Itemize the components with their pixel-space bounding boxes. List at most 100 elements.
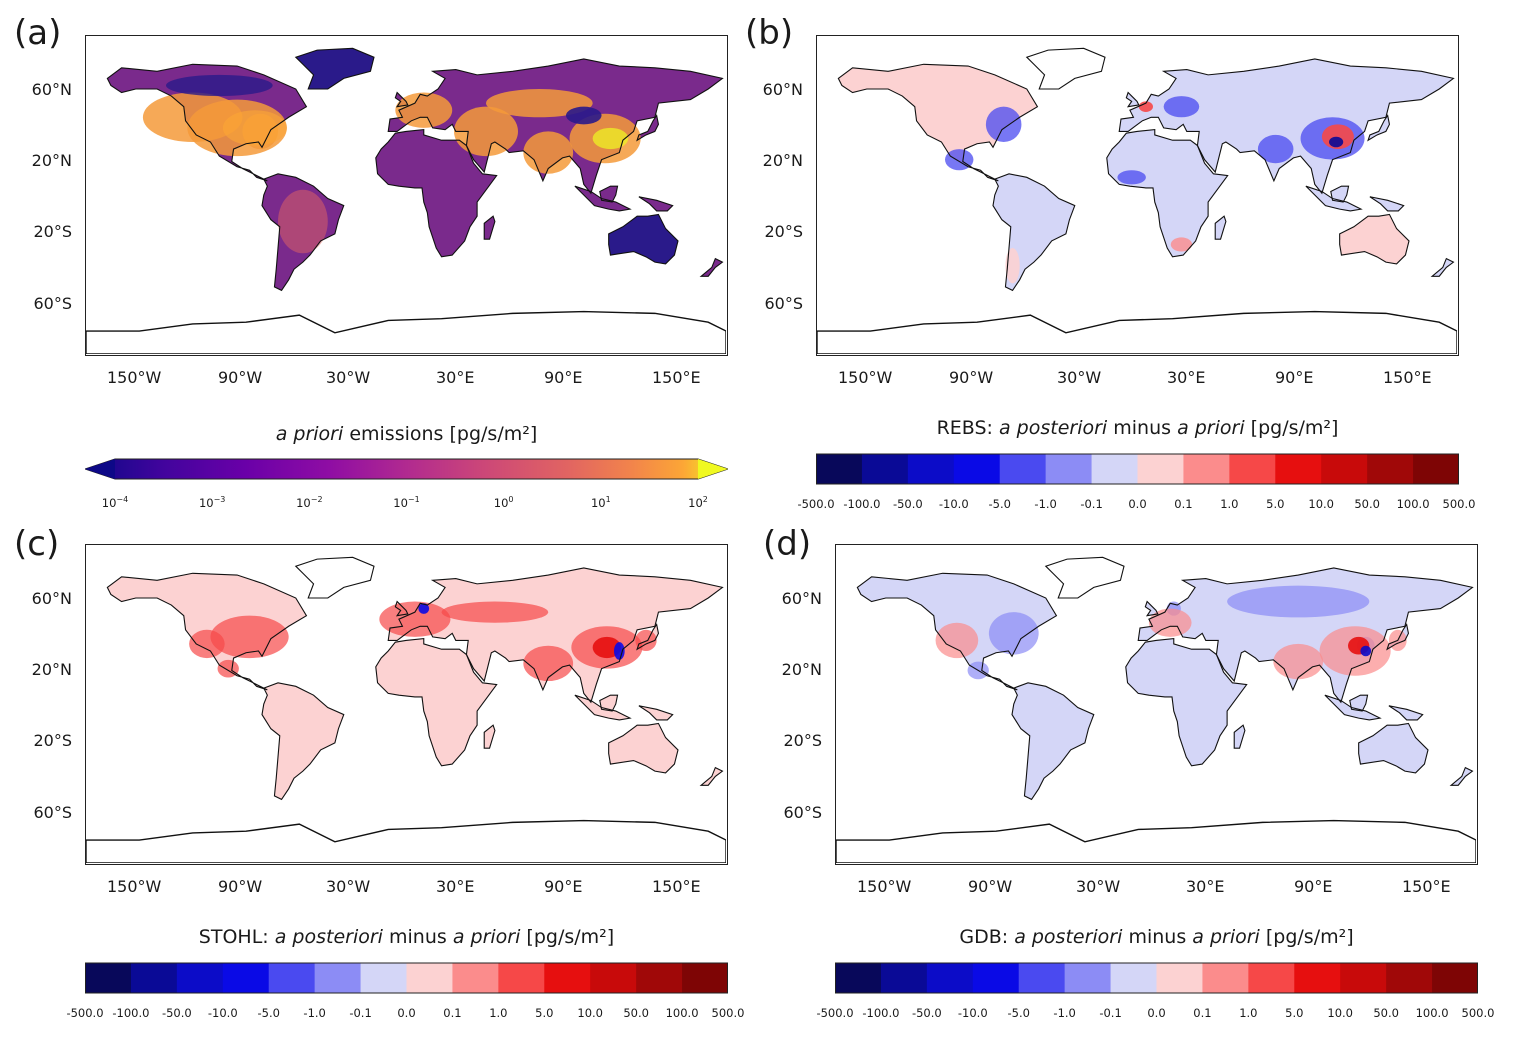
land-greenland xyxy=(1045,557,1124,598)
lon-tick: 30°W xyxy=(326,368,371,387)
title-italic: a priori xyxy=(1192,926,1260,948)
emission-hotspot xyxy=(222,110,287,146)
coastline-southAmerica xyxy=(261,682,345,801)
title-italic: a posteriori xyxy=(998,417,1108,439)
log-colorbar xyxy=(85,458,728,480)
title-mid: minus xyxy=(382,926,453,948)
log-tick-label: 102 xyxy=(688,495,708,510)
title-mid: minus xyxy=(1107,417,1178,439)
world-map xyxy=(836,556,1476,863)
coastline-greenland xyxy=(1025,47,1106,90)
land-indonesia xyxy=(574,695,630,720)
colorbar-segment xyxy=(907,454,955,484)
coastline-indonesia xyxy=(1305,185,1363,212)
coastline-northAmerica xyxy=(106,572,308,691)
land-australia xyxy=(608,723,678,773)
title-italic: a priori xyxy=(275,423,344,445)
lat-tick: 20°N xyxy=(31,151,72,170)
land-southAmerica xyxy=(262,682,344,800)
coastline-southAmerica xyxy=(1011,682,1095,801)
coastline-australia xyxy=(1339,213,1410,265)
lon-tick: 90°W xyxy=(218,368,263,387)
colorbar-frame xyxy=(816,453,1459,485)
panel-label: (a) xyxy=(14,13,62,53)
colorbar-segment xyxy=(1275,454,1322,484)
coastline-southAmerica xyxy=(992,173,1076,292)
colorbar-tick-label: -10.0 xyxy=(938,497,969,511)
emission-hotspot xyxy=(935,622,979,659)
colorbar-tick-label: 1.0 xyxy=(1220,497,1239,511)
colorbar-tick-label: -0.1 xyxy=(1080,497,1103,511)
emission-hotspot xyxy=(566,106,602,125)
colorbar-frame xyxy=(835,962,1478,994)
colorbar-segment xyxy=(544,963,591,993)
emission-hotspot xyxy=(278,189,328,254)
lat-tick: 20°S xyxy=(783,731,822,750)
lat-tick: 60°N xyxy=(31,80,72,99)
land-madagascar xyxy=(1215,216,1226,240)
coastline-newZealand xyxy=(1449,766,1474,786)
colorbar-segment xyxy=(972,963,1020,993)
lon-tick: 90°E xyxy=(544,877,583,896)
colorbar-segment xyxy=(85,963,132,993)
lat-tick: 60°S xyxy=(33,294,72,313)
land-uk xyxy=(1145,601,1158,616)
land-australia xyxy=(608,214,678,264)
lon-tick: 90°W xyxy=(949,368,994,387)
land-madagascar xyxy=(1234,725,1245,749)
emission-hotspot xyxy=(1170,237,1193,252)
coastline-greenland xyxy=(1044,556,1125,599)
emission-hotspot xyxy=(635,629,657,651)
colorbar-segment xyxy=(1367,454,1414,484)
coastline-newGuinea xyxy=(638,705,674,721)
land-africa xyxy=(1106,129,1228,257)
world-map xyxy=(86,556,726,863)
world-map xyxy=(86,47,726,354)
diverging-colorbar xyxy=(85,962,728,994)
coastline-northAmerica xyxy=(856,572,1058,691)
land-greenland xyxy=(295,557,374,598)
lat-tick: 60°S xyxy=(33,803,72,822)
coastline-japan xyxy=(636,623,660,651)
lat-tick: 60°S xyxy=(764,294,803,313)
colorbar-title: REBS: a posteriori minus a priori [pg/s/… xyxy=(816,417,1459,439)
colorbar-segment xyxy=(498,963,545,993)
land-newGuinea xyxy=(1388,705,1423,720)
colorbar-segment xyxy=(1091,454,1138,484)
lon-tick: 30°E xyxy=(436,877,475,896)
colorbar-segment xyxy=(861,454,909,484)
emission-hotspot xyxy=(486,89,593,118)
coastline-indonesia xyxy=(1324,694,1382,721)
coastline-northAmerica xyxy=(837,63,1039,182)
lon-tick: 90°E xyxy=(544,368,583,387)
lon-tick: 90°E xyxy=(1294,877,1333,896)
coastline-newGuinea xyxy=(1388,705,1424,721)
coastline-northAmerica xyxy=(106,63,308,182)
coastline-uk xyxy=(394,600,409,617)
land-eurasia xyxy=(1119,58,1454,194)
land-madagascar xyxy=(484,725,495,749)
lon-tick: 150°W xyxy=(107,877,162,896)
colorbar-segment xyxy=(1137,454,1184,484)
land-southAmerica xyxy=(1012,682,1094,800)
colorbar-segment xyxy=(1413,454,1459,484)
land-greenland xyxy=(295,48,374,89)
emission-hotspot xyxy=(1227,585,1370,618)
land-borneo xyxy=(599,695,618,712)
colorbar-tick-label: -0.1 xyxy=(349,1006,372,1020)
colorbar-tick-label: -50.0 xyxy=(161,1006,192,1020)
coastline-indonesia xyxy=(574,185,632,212)
colorbar-tick-label: 500.0 xyxy=(711,1006,745,1020)
colorbar-tick-label: -1.0 xyxy=(1034,497,1057,511)
lon-tick: 150°E xyxy=(1402,877,1451,896)
colorbar-tick-label: -50.0 xyxy=(892,497,923,511)
coastline-southAmerica xyxy=(261,173,345,292)
land-northAmerica xyxy=(838,64,1038,181)
coastline-japan xyxy=(1386,623,1410,651)
log-tick-label: 101 xyxy=(590,495,611,510)
colorbar-tick-label: 0.1 xyxy=(1193,1006,1212,1020)
colorbar-tick-label: 0.1 xyxy=(1174,497,1193,511)
colorbar-segment xyxy=(406,963,453,993)
emission-hotspot xyxy=(189,629,225,659)
coastline-africa xyxy=(375,129,498,258)
